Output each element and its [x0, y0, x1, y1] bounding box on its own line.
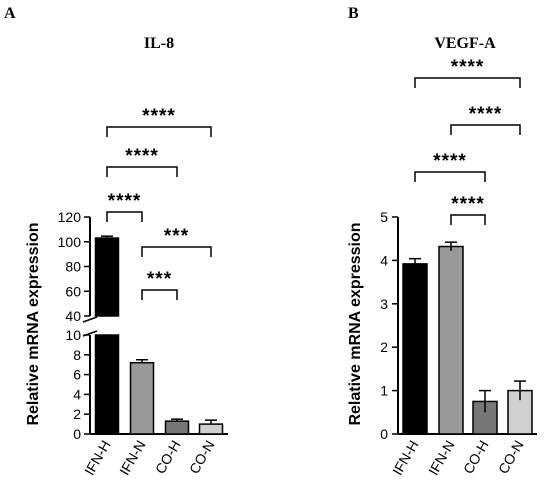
y-tick-label: 3: [380, 296, 388, 312]
panel-a-title: IL-8: [144, 35, 174, 52]
y-tick-label: 40: [65, 308, 81, 324]
significance-bracket: [450, 214, 486, 225]
significance-label: ****: [125, 146, 159, 167]
significance-label: ****: [142, 106, 176, 127]
y-tick-label: 2: [73, 406, 81, 422]
significance-bracket: [106, 166, 178, 177]
significance-bracket: [414, 171, 486, 182]
bar: [438, 245, 464, 435]
axis-break-mark-upper: [82, 316, 98, 323]
y-tick-label: 8: [73, 347, 81, 363]
significance-bracket: [414, 77, 521, 88]
x-category-label: CO-H: [460, 438, 492, 477]
x-category-label: CO-N: [495, 438, 527, 477]
panel-b-significance: **** **** **** ****: [414, 57, 521, 225]
bar: [129, 361, 155, 435]
significance-bracket: [450, 124, 521, 135]
panel-b-ylabel: Relative mRNA expression: [347, 222, 364, 425]
significance-label: ***: [147, 269, 172, 290]
y-tick-label: 5: [380, 209, 388, 225]
x-category-label: CO-N: [186, 438, 218, 477]
x-category-label: IFN-H: [389, 438, 422, 478]
y-tick-label: 1: [380, 383, 388, 399]
x-category-label: IFN-N: [116, 438, 149, 478]
bar: [164, 420, 190, 435]
panel-a: A IL-8 Relative mRNA expression 0 2 4 6 8 10 4…: [4, 5, 228, 478]
significance-bracket: [106, 211, 143, 222]
panel-a-categories: IFN-H IFN-N CO-H CO-N: [81, 438, 218, 478]
panel-a-bars: [94, 235, 224, 435]
significance-label: ***: [164, 226, 189, 247]
panel-a-significance: ******************: [106, 106, 212, 300]
panel-b-title: VEGF-A: [434, 35, 496, 52]
significance-bracket: [141, 289, 178, 300]
y-tick-label: 100: [58, 234, 82, 250]
panel-b: B VEGF-A Relative mRNA expression 0 1 2 3 4 5…: [347, 5, 537, 478]
significance-label: ****: [469, 104, 503, 125]
y-tick-label: 4: [73, 386, 81, 402]
y-tick-label: 10: [65, 327, 81, 343]
y-tick-label: 2: [380, 339, 388, 355]
bar: [94, 334, 120, 435]
significance-label: ****: [451, 57, 485, 78]
y-tick-label: 120: [58, 209, 82, 225]
panel-b-letter: B: [348, 5, 359, 22]
significance-label: ****: [433, 151, 467, 172]
y-tick-label: 80: [65, 259, 81, 275]
x-category-label: CO-H: [152, 438, 184, 477]
significance-bracket: [106, 126, 212, 137]
significance-label: ****: [451, 194, 485, 215]
significance-bracket: [141, 246, 212, 257]
y-tick-label: 6: [73, 367, 81, 383]
bar: [402, 263, 428, 435]
y-tick-label: 0: [380, 426, 388, 442]
y-tick-label: 60: [65, 283, 81, 299]
y-tick-label: 4: [380, 252, 388, 268]
y-tick-label: 0: [73, 426, 81, 442]
panel-b-categories: IFN-H IFN-N CO-H CO-N: [389, 438, 527, 478]
bar: [198, 423, 224, 435]
bar: [94, 237, 120, 317]
panel-a-ylabel: Relative mRNA expression: [25, 222, 42, 425]
panel-b-bars: [402, 241, 533, 435]
x-category-label: IFN-N: [425, 438, 458, 478]
x-category-label: IFN-H: [81, 438, 114, 478]
panel-a-y-axis: 0 2 4 6 8 10 40 60 80 100 120: [58, 209, 228, 442]
panel-a-letter: A: [4, 5, 16, 22]
significance-label: ****: [108, 191, 142, 212]
